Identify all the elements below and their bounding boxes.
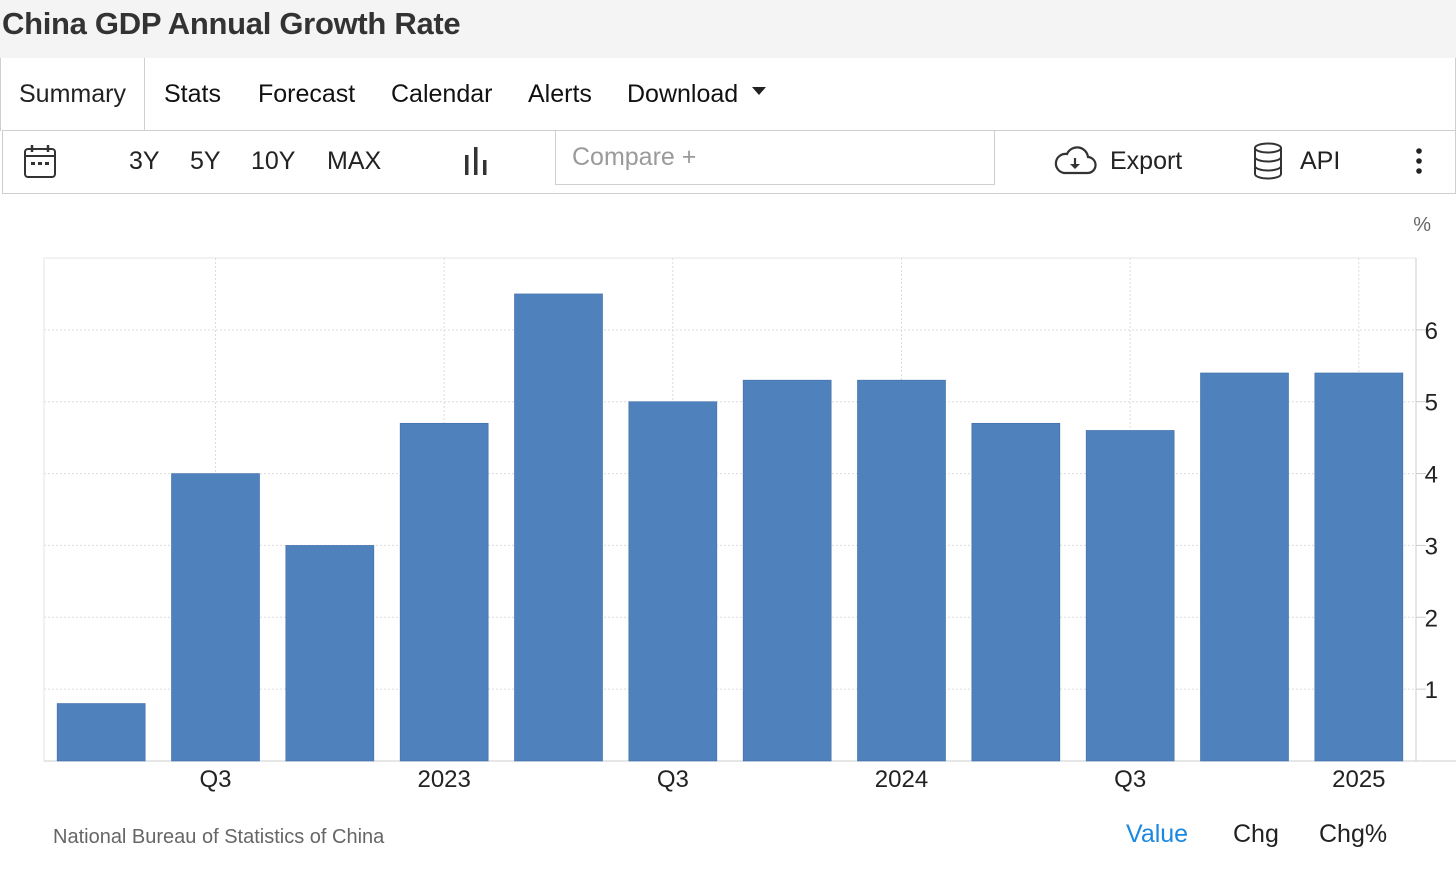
range-5y-button[interactable]: 5Y [190, 147, 221, 175]
bar [514, 293, 603, 762]
tab-summary[interactable]: Summary [1, 58, 145, 132]
caret-down-icon [752, 87, 767, 96]
title-bar: China GDP Annual Growth Rate [0, 0, 1456, 59]
api-button[interactable]: API [1300, 147, 1341, 175]
source-label: National Bureau of Statistics of China [53, 826, 385, 848]
y-tick-label: 4 [1425, 462, 1438, 489]
bar-chart-icon[interactable] [463, 147, 489, 177]
tab-download[interactable]: Download [627, 58, 767, 130]
tab-bar: Summary Stats Forecast Calendar Alerts D… [0, 58, 1456, 132]
chg-percent-mode-button[interactable]: Chg% [1319, 820, 1388, 848]
x-tick-label: 2024 [875, 766, 928, 793]
bar [971, 422, 1061, 762]
page-title: China GDP Annual Growth Rate [2, 6, 461, 41]
tab-calendar[interactable]: Calendar [391, 80, 493, 108]
cloud-download-icon[interactable] [1053, 145, 1097, 179]
bar [742, 379, 832, 762]
chart-toolbar: 3Y 5Y 10Y MAX Export API [2, 130, 1456, 194]
chg-mode-button[interactable]: Chg [1233, 820, 1279, 848]
chart-area: 1 2 3 4 5 6% Q3 2023 Q3 2024 Q3 2025 [0, 195, 1456, 795]
bar [1085, 430, 1175, 762]
bar [1200, 372, 1289, 762]
tab-download-label: Download [627, 80, 739, 108]
range-3y-button[interactable]: 3Y [129, 147, 160, 175]
y-tick-label: 3 [1425, 533, 1438, 560]
bar [857, 379, 946, 762]
range-max-button[interactable]: MAX [327, 147, 382, 175]
bar [171, 473, 260, 762]
bar [399, 422, 489, 762]
bar-chart: 1 2 3 4 5 6% Q3 2023 Q3 2024 Q3 2025 [43, 214, 1456, 793]
bar [1314, 372, 1404, 762]
tab-forecast[interactable]: Forecast [258, 80, 356, 108]
x-tick-label: 2025 [1332, 766, 1385, 793]
x-tick-label: Q3 [199, 766, 231, 793]
more-vertical-icon[interactable] [1413, 147, 1425, 177]
bar [628, 401, 718, 762]
x-tick-label: Q3 [657, 766, 689, 793]
value-mode-button[interactable]: Value [1126, 820, 1189, 848]
y-tick-label: 5 [1425, 390, 1438, 417]
x-tick-label: Q3 [1114, 766, 1146, 793]
y-tick-label: 2 [1425, 605, 1438, 632]
range-10y-button[interactable]: 10Y [251, 147, 296, 175]
tab-alerts[interactable]: Alerts [528, 80, 592, 108]
y-tick-label: 6 [1425, 318, 1438, 345]
y-tick-label: 1 [1425, 677, 1438, 704]
unit-label: % [1413, 214, 1431, 236]
bar [56, 703, 146, 762]
calendar-icon[interactable] [23, 143, 57, 179]
database-icon[interactable] [1253, 142, 1283, 182]
x-tick-label: 2023 [417, 766, 470, 793]
bar [285, 545, 375, 762]
export-button[interactable]: Export [1110, 147, 1183, 175]
tab-stats[interactable]: Stats [164, 80, 221, 108]
compare-input[interactable] [555, 131, 995, 185]
